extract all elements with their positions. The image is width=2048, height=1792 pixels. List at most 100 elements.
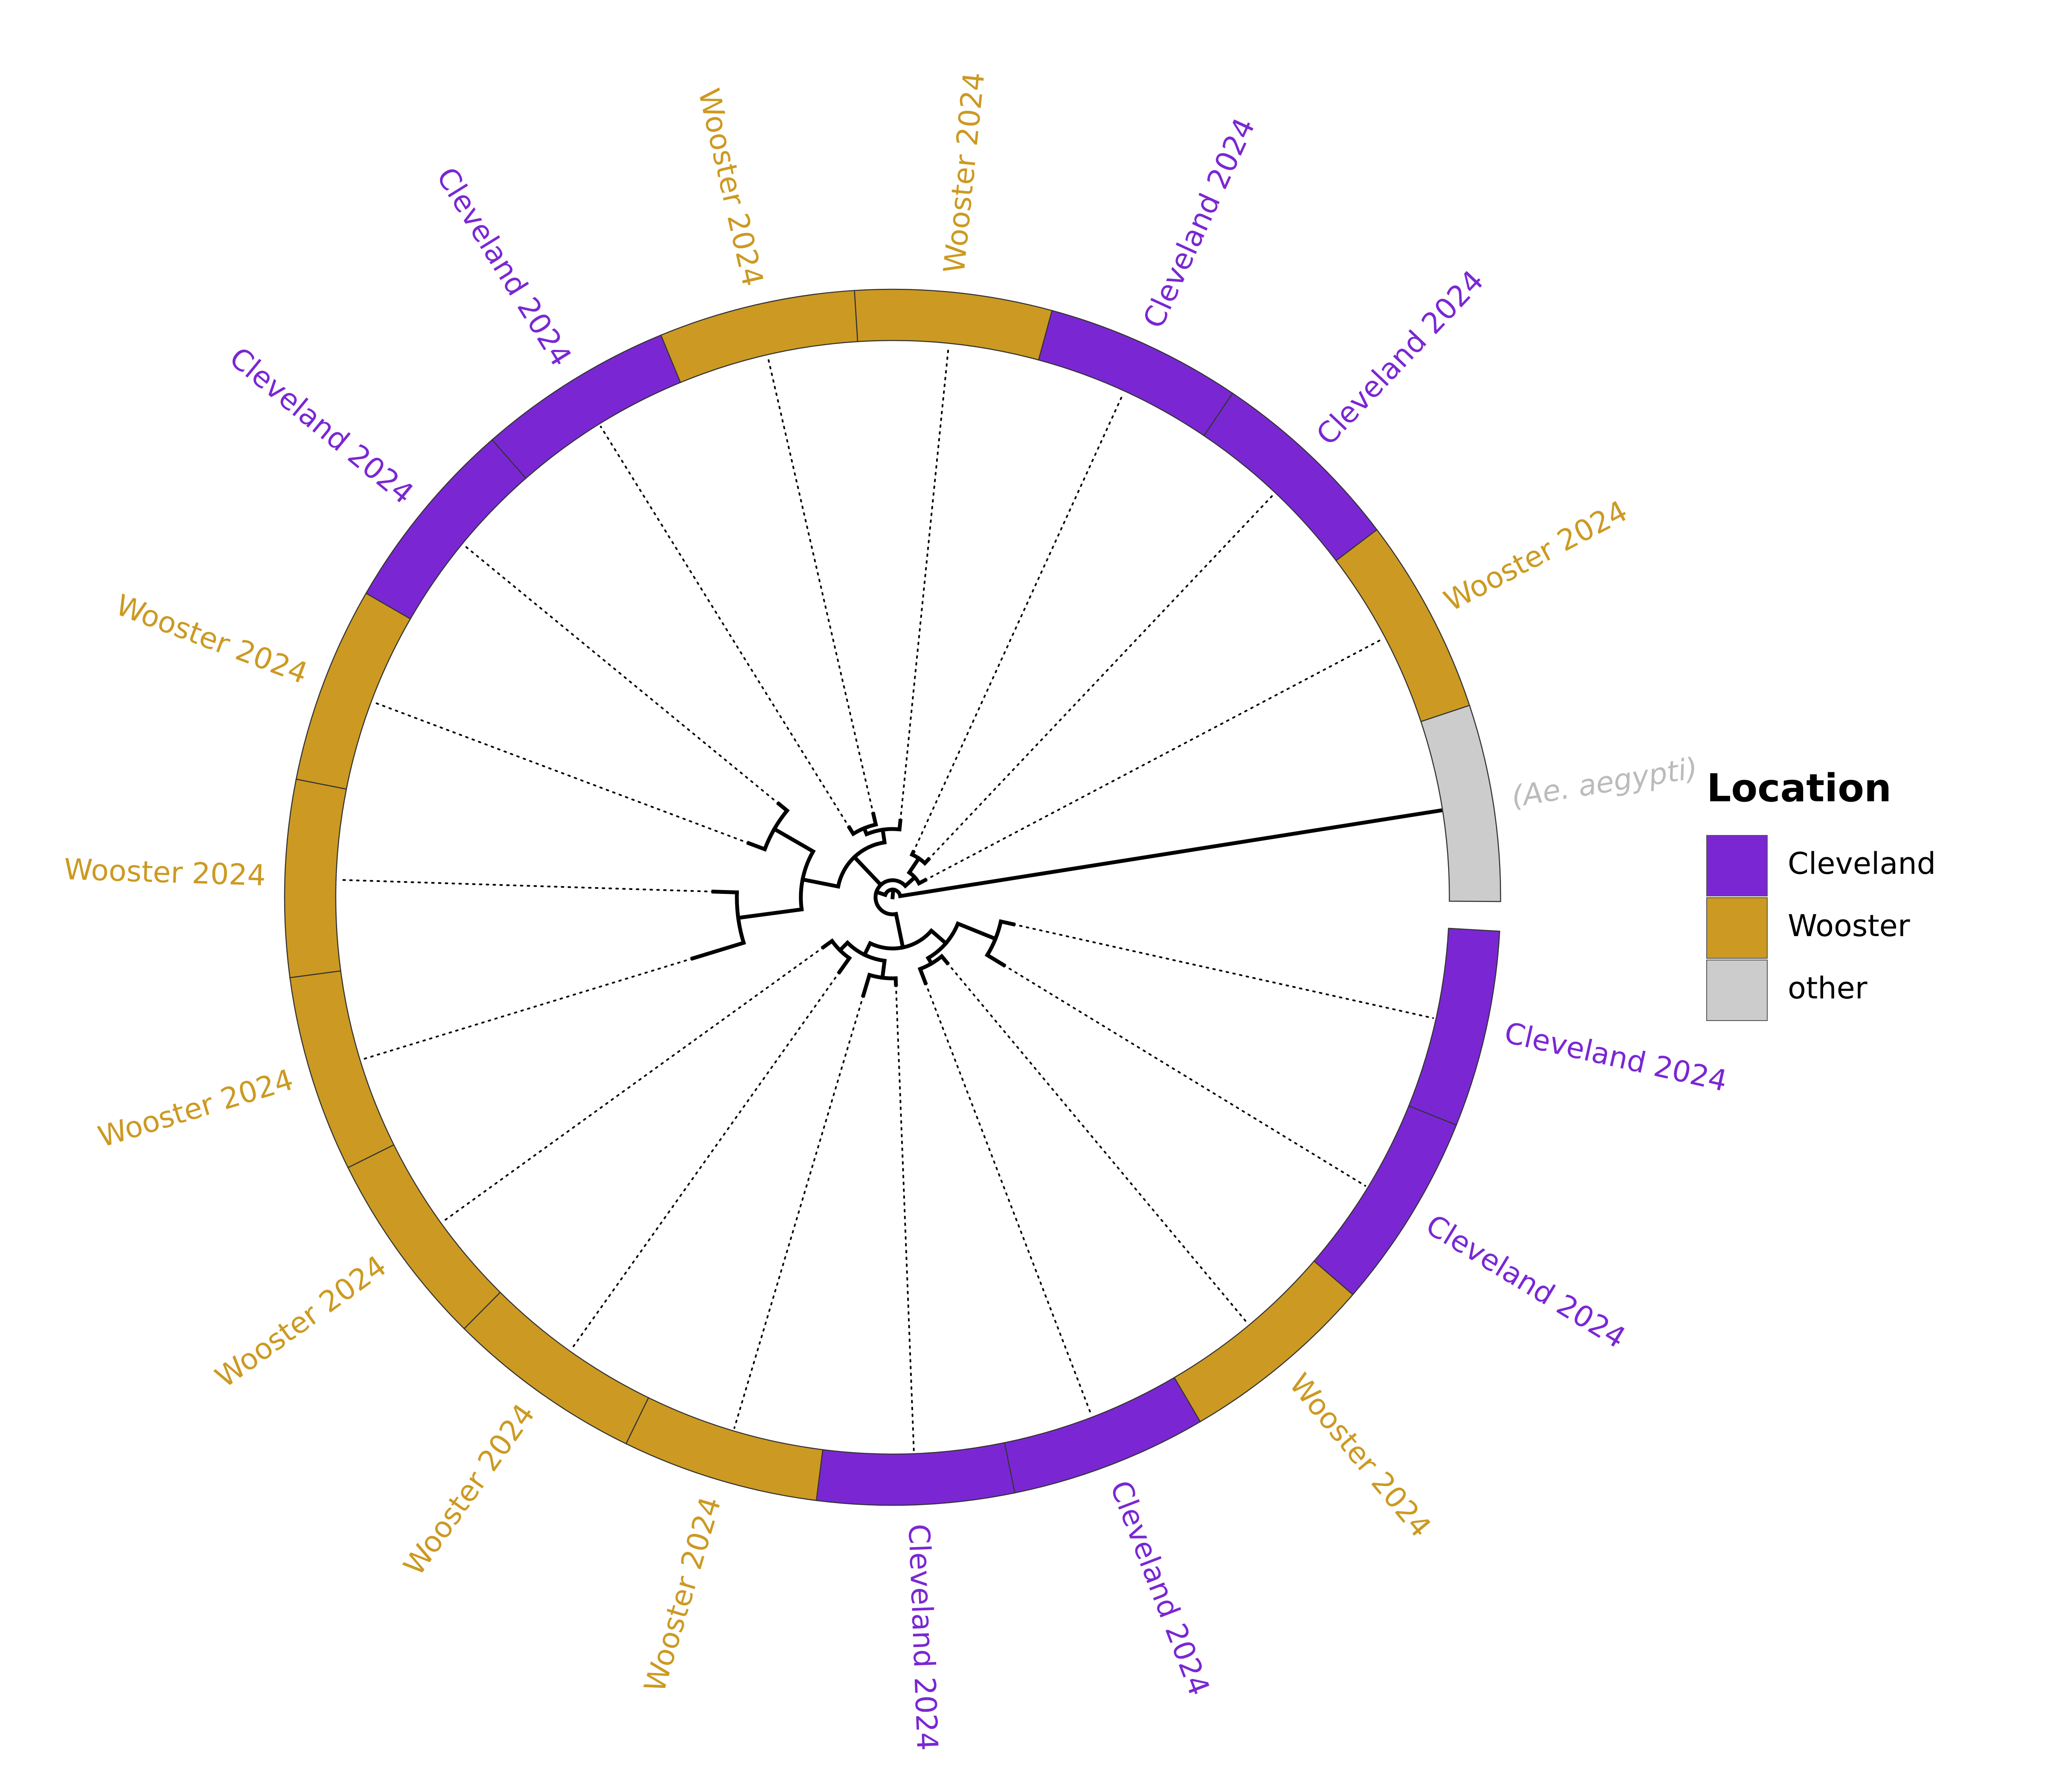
ring-segment-cleveland	[491, 334, 681, 479]
tree-branch	[955, 921, 998, 942]
tree-branch	[800, 877, 841, 889]
legend-label-cleveland: Cleveland	[1788, 846, 1936, 881]
tip-label: Wooster 2024	[397, 1398, 541, 1582]
legend: Location Cleveland Wooster other	[1706, 766, 1936, 1021]
ring-segment-wooster	[295, 592, 411, 790]
ring-segment-wooster	[463, 1292, 649, 1445]
tree-branch	[880, 958, 887, 980]
tip-leader-line	[442, 946, 824, 1222]
tip-leader-line	[895, 983, 915, 1452]
tree-branch	[898, 808, 1445, 899]
tip-label: (Ae. aegypti)	[1509, 751, 1700, 814]
tip-label: Wooster 2024	[1439, 494, 1633, 618]
tree-branch-arc	[873, 878, 907, 916]
tip-leader-lines	[338, 345, 1434, 1452]
tip-label: Cleveland 2024	[1103, 1476, 1216, 1700]
tree-branch-arc	[763, 809, 789, 850]
tree-branch	[776, 801, 790, 814]
tip-leader-line	[338, 879, 715, 893]
tip-label: Wooster 2024	[94, 1063, 297, 1154]
tree-branch-arc	[869, 929, 933, 951]
tip-leader-line	[463, 545, 780, 805]
tip-leader-line	[600, 425, 850, 829]
ring-segment-cleveland	[1313, 1105, 1457, 1295]
legend-label-other: other	[1788, 971, 1868, 1006]
location-ring	[284, 288, 1501, 1506]
tree-branch-arc	[735, 892, 746, 944]
tree-branch	[837, 955, 852, 975]
tree-branch	[862, 940, 873, 957]
tree-branch	[916, 877, 928, 886]
tree-branches	[690, 801, 1445, 998]
tree-branch	[984, 952, 1007, 968]
tip-label: Wooster 2024	[691, 85, 769, 290]
legend-title: Location	[1707, 766, 1891, 811]
tip-leader-line	[733, 994, 864, 1429]
ring-segment-cleveland	[1004, 1376, 1201, 1494]
ring-segment-other	[1420, 704, 1501, 902]
tip-leader-line	[373, 701, 750, 844]
tree-branch	[998, 919, 1016, 927]
tip-label: Cleveland 2024	[1310, 264, 1490, 452]
legend-swatch-cleveland	[1706, 835, 1768, 896]
tree-branch	[847, 825, 856, 837]
tree-branch	[906, 855, 922, 876]
tip-label: Cleveland 2024	[430, 162, 578, 372]
tip-label: Wooster 2024	[111, 588, 312, 691]
tree-branch	[902, 874, 918, 889]
ring-segment-wooster	[347, 1144, 501, 1329]
tip-label: Wooster 2024	[1283, 1367, 1437, 1544]
tree-branch-arc	[986, 921, 1003, 956]
tree-branch-arc	[866, 827, 900, 836]
tree-branch	[820, 938, 835, 950]
tip-leader-line	[767, 357, 875, 815]
tree-branch	[771, 826, 816, 854]
tree-branch	[852, 854, 884, 888]
tip-leader-line	[571, 971, 841, 1350]
tree-branch	[746, 841, 768, 852]
tree-branch-arc	[927, 923, 960, 960]
tree-branch	[897, 818, 903, 832]
tree-branch	[880, 827, 887, 845]
tip-label: Wooster 2024	[937, 71, 991, 275]
tip-label: Cleveland 2024	[223, 341, 420, 511]
tree-branch	[690, 940, 746, 961]
tree-branch	[917, 966, 928, 986]
ring-segment-wooster	[854, 288, 1053, 361]
tip-leader-line	[362, 957, 694, 1060]
tree-branch-arc	[883, 887, 902, 897]
tip-leader-line	[927, 494, 1274, 861]
ring-segment-cleveland	[816, 1442, 1016, 1506]
tip-label: Cleveland 2024	[902, 1523, 944, 1751]
tree-branch-arc	[799, 850, 815, 910]
tree-branch	[711, 890, 739, 895]
tree-branch	[871, 812, 879, 827]
tip-label: Cleveland 2024	[1137, 113, 1262, 333]
tip-label: Wooster 2024	[209, 1249, 393, 1395]
tip-leader-line	[899, 345, 950, 822]
ring-segment-wooster	[289, 970, 395, 1169]
tree-branch-arc	[836, 840, 885, 887]
tip-leader-line	[912, 393, 1124, 853]
legend-swatch-wooster	[1706, 897, 1768, 959]
tree-branch	[861, 972, 872, 998]
tree-branch-arc	[846, 941, 885, 963]
tip-label: Wooster 2024	[638, 1493, 728, 1696]
tip-label: Cleveland 2024	[1420, 1208, 1631, 1356]
tree-branch	[939, 953, 950, 966]
tip-leader-line	[946, 962, 1248, 1324]
tip-leader-line	[924, 638, 1384, 881]
tree-branch	[928, 928, 949, 946]
legend-swatch-other	[1706, 960, 1768, 1021]
tree-branch	[736, 907, 804, 920]
ring-segment-wooster	[284, 778, 347, 978]
ring-segment-cleveland	[1408, 928, 1501, 1126]
tip-leader-line	[925, 982, 1092, 1415]
ring-segment-wooster	[625, 1397, 823, 1501]
tip-label: Cleveland 2024	[1501, 1016, 1730, 1098]
tree-branch	[893, 911, 905, 950]
tip-label: Wooster 2024	[64, 853, 266, 893]
ring-segment-wooster	[1335, 529, 1470, 722]
legend-label-wooster: Wooster	[1788, 908, 1910, 943]
